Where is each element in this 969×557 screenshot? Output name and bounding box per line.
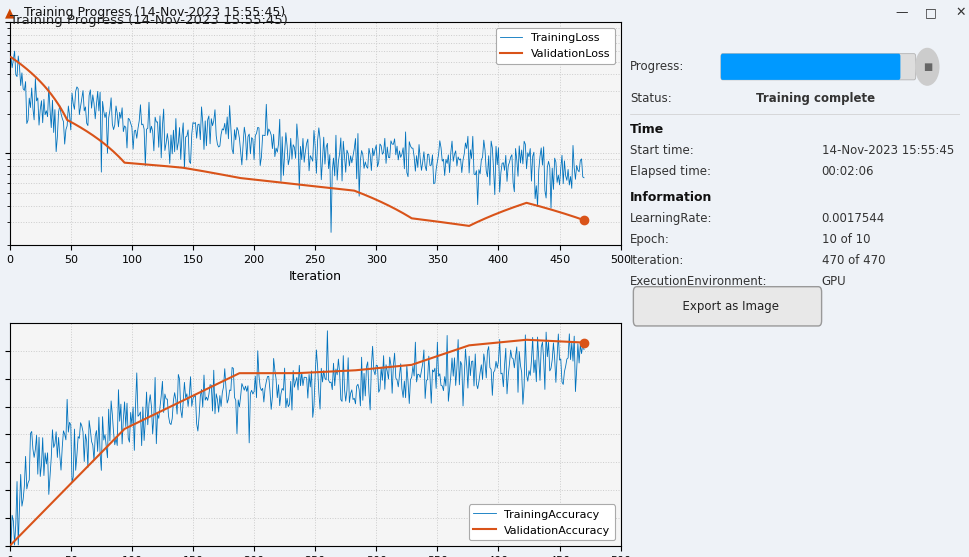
FancyBboxPatch shape bbox=[720, 53, 915, 80]
Text: ExecutionEnvironment:: ExecutionEnvironment: bbox=[630, 275, 766, 288]
Legend: TrainingAccuracy, ValidationAccuracy: TrainingAccuracy, ValidationAccuracy bbox=[468, 504, 614, 540]
TrainingLoss bbox=[89, 115, 101, 122]
Text: GPU: GPU bbox=[821, 275, 845, 288]
ValidationLoss bbox=[222, 173, 234, 179]
Text: □: □ bbox=[924, 6, 936, 19]
TrainingAccuracy bbox=[120, 423, 132, 430]
Text: ▲: ▲ bbox=[5, 6, 15, 19]
TrainingLoss bbox=[578, 174, 589, 181]
TrainingAccuracy bbox=[578, 346, 589, 353]
ValidationAccuracy bbox=[520, 336, 532, 343]
Line: ValidationAccuracy: ValidationAccuracy bbox=[11, 340, 583, 545]
TrainingLoss bbox=[325, 229, 336, 236]
Line: ValidationLoss: ValidationLoss bbox=[11, 57, 583, 226]
Text: Status:: Status: bbox=[630, 92, 672, 105]
Text: Progress:: Progress: bbox=[630, 60, 684, 74]
ValidationAccuracy bbox=[578, 339, 589, 346]
TrainingAccuracy bbox=[222, 396, 234, 403]
TrainingAccuracy bbox=[88, 457, 100, 463]
ValidationLoss bbox=[32, 76, 44, 82]
ValidationAccuracy bbox=[459, 343, 471, 350]
Text: Start time:: Start time: bbox=[630, 144, 693, 157]
TrainingLoss bbox=[33, 122, 45, 129]
Text: 10 of 10: 10 of 10 bbox=[821, 233, 869, 246]
ValidationAccuracy bbox=[32, 514, 44, 521]
Text: LearningRate:: LearningRate: bbox=[630, 212, 712, 225]
Text: 00:02:06: 00:02:06 bbox=[821, 165, 873, 178]
FancyBboxPatch shape bbox=[720, 53, 899, 80]
ValidationAccuracy bbox=[5, 541, 16, 548]
ValidationAccuracy bbox=[88, 457, 100, 463]
TrainingLoss bbox=[5, 53, 16, 60]
ValidationLoss bbox=[5, 54, 16, 61]
TrainingAccuracy bbox=[460, 362, 472, 369]
ValidationAccuracy bbox=[120, 425, 132, 432]
Text: Iteration:: Iteration: bbox=[630, 254, 684, 267]
Text: Information: Information bbox=[630, 191, 711, 204]
Text: ✕: ✕ bbox=[954, 6, 964, 19]
X-axis label: Iteration: Iteration bbox=[289, 270, 341, 284]
Line: TrainingAccuracy: TrainingAccuracy bbox=[11, 331, 583, 546]
Text: Export as Image: Export as Image bbox=[674, 300, 779, 312]
TrainingLoss bbox=[224, 102, 235, 109]
ValidationAccuracy bbox=[328, 368, 340, 375]
Text: 14-Nov-2023 15:55:45: 14-Nov-2023 15:55:45 bbox=[821, 144, 953, 157]
FancyBboxPatch shape bbox=[633, 287, 821, 326]
ValidationLoss bbox=[459, 222, 471, 229]
Text: Time: Time bbox=[630, 123, 664, 136]
Text: Epoch:: Epoch: bbox=[630, 233, 670, 246]
Line: TrainingLoss: TrainingLoss bbox=[11, 51, 583, 232]
TrainingAccuracy bbox=[32, 471, 44, 477]
Text: ■: ■ bbox=[922, 62, 931, 72]
TrainingAccuracy bbox=[5, 543, 16, 549]
ValidationLoss bbox=[578, 217, 589, 223]
Circle shape bbox=[915, 48, 938, 85]
ValidationLoss bbox=[463, 223, 475, 229]
ValidationLoss bbox=[328, 185, 340, 192]
TrainingAccuracy bbox=[322, 328, 333, 334]
Text: 0.0017544: 0.0017544 bbox=[821, 212, 884, 225]
Text: Training Progress (14-Nov-2023 15:55:45): Training Progress (14-Nov-2023 15:55:45) bbox=[24, 6, 285, 19]
ValidationLoss bbox=[88, 133, 100, 139]
ValidationAccuracy bbox=[222, 375, 234, 382]
ValidationLoss bbox=[120, 159, 132, 166]
Text: —: — bbox=[895, 6, 907, 19]
TrainingAccuracy bbox=[329, 366, 341, 373]
Text: 470 of 470: 470 of 470 bbox=[821, 254, 884, 267]
TrainingLoss bbox=[331, 177, 343, 183]
TrainingLoss bbox=[461, 133, 473, 140]
Legend: TrainingLoss, ValidationLoss: TrainingLoss, ValidationLoss bbox=[495, 28, 614, 64]
TrainingLoss bbox=[9, 48, 20, 55]
Text: Training Progress (14-Nov-2023 15:55:45): Training Progress (14-Nov-2023 15:55:45) bbox=[10, 14, 287, 27]
Text: Training complete: Training complete bbox=[755, 92, 874, 105]
Text: Elapsed time:: Elapsed time: bbox=[630, 165, 710, 178]
TrainingLoss bbox=[121, 145, 133, 152]
